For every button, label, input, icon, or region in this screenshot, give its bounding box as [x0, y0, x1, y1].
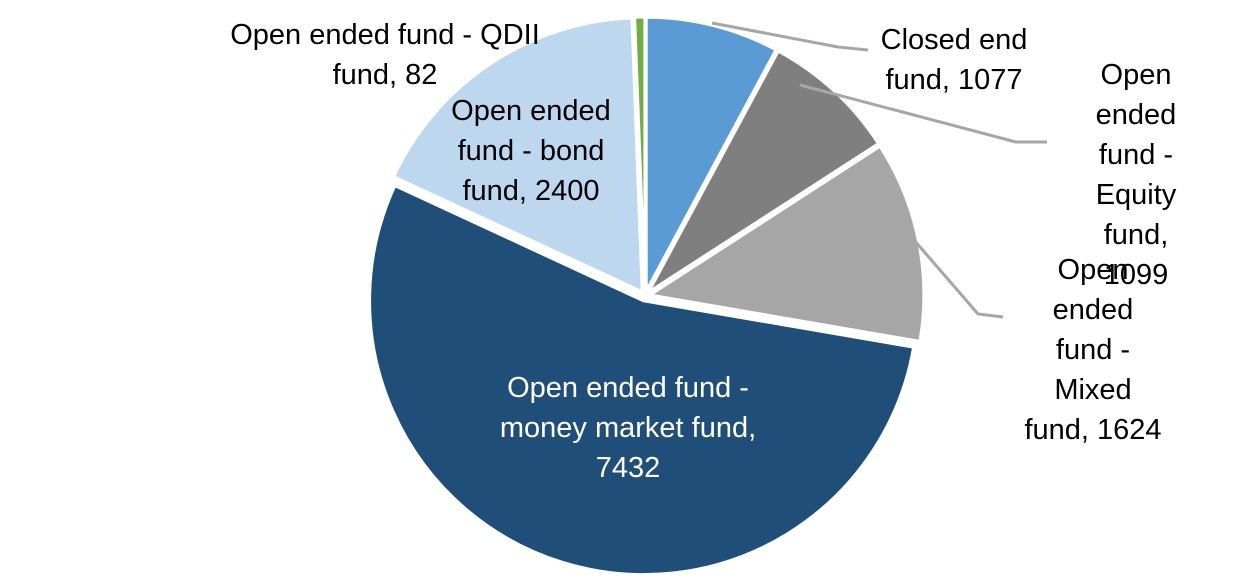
pie-slice-open-ended-fund-qdii-fund — [633, 15, 647, 293]
leader-line-equity-fund — [799, 83, 1047, 144]
pie-slice-closed-end-fund — [644, 15, 778, 293]
leader-line-mixed-fund — [912, 239, 1004, 319]
pie-slice-open-ended-fund-equity-fund — [646, 49, 880, 294]
slice-label-bond-fund: Open ended fund - bond fund, 2400 — [451, 95, 611, 207]
slice-label-qdii-fund: Open ended fund - QDII fund, 82 — [230, 19, 540, 91]
slice-label-mixed-fund: Open ended fund - Mixed fund, 1624 — [1024, 254, 1162, 446]
pie-slice-open-ended-fund-bond-fund — [392, 16, 644, 294]
pie-slice-open-ended-fund-mixed-fund — [648, 144, 926, 343]
slice-label-money-market-fund: Open ended fund - money market fund, 743… — [499, 372, 757, 484]
pie-slice-open-ended-fund-money-market-fund — [368, 184, 916, 577]
slice-label-closed-end-fund: Closed end fund, 1077 — [880, 24, 1028, 96]
leader-line-closed-end-fund — [711, 21, 869, 52]
slice-label-equity-fund: Open ended fund - Equity fund, 1099 — [1095, 59, 1177, 291]
